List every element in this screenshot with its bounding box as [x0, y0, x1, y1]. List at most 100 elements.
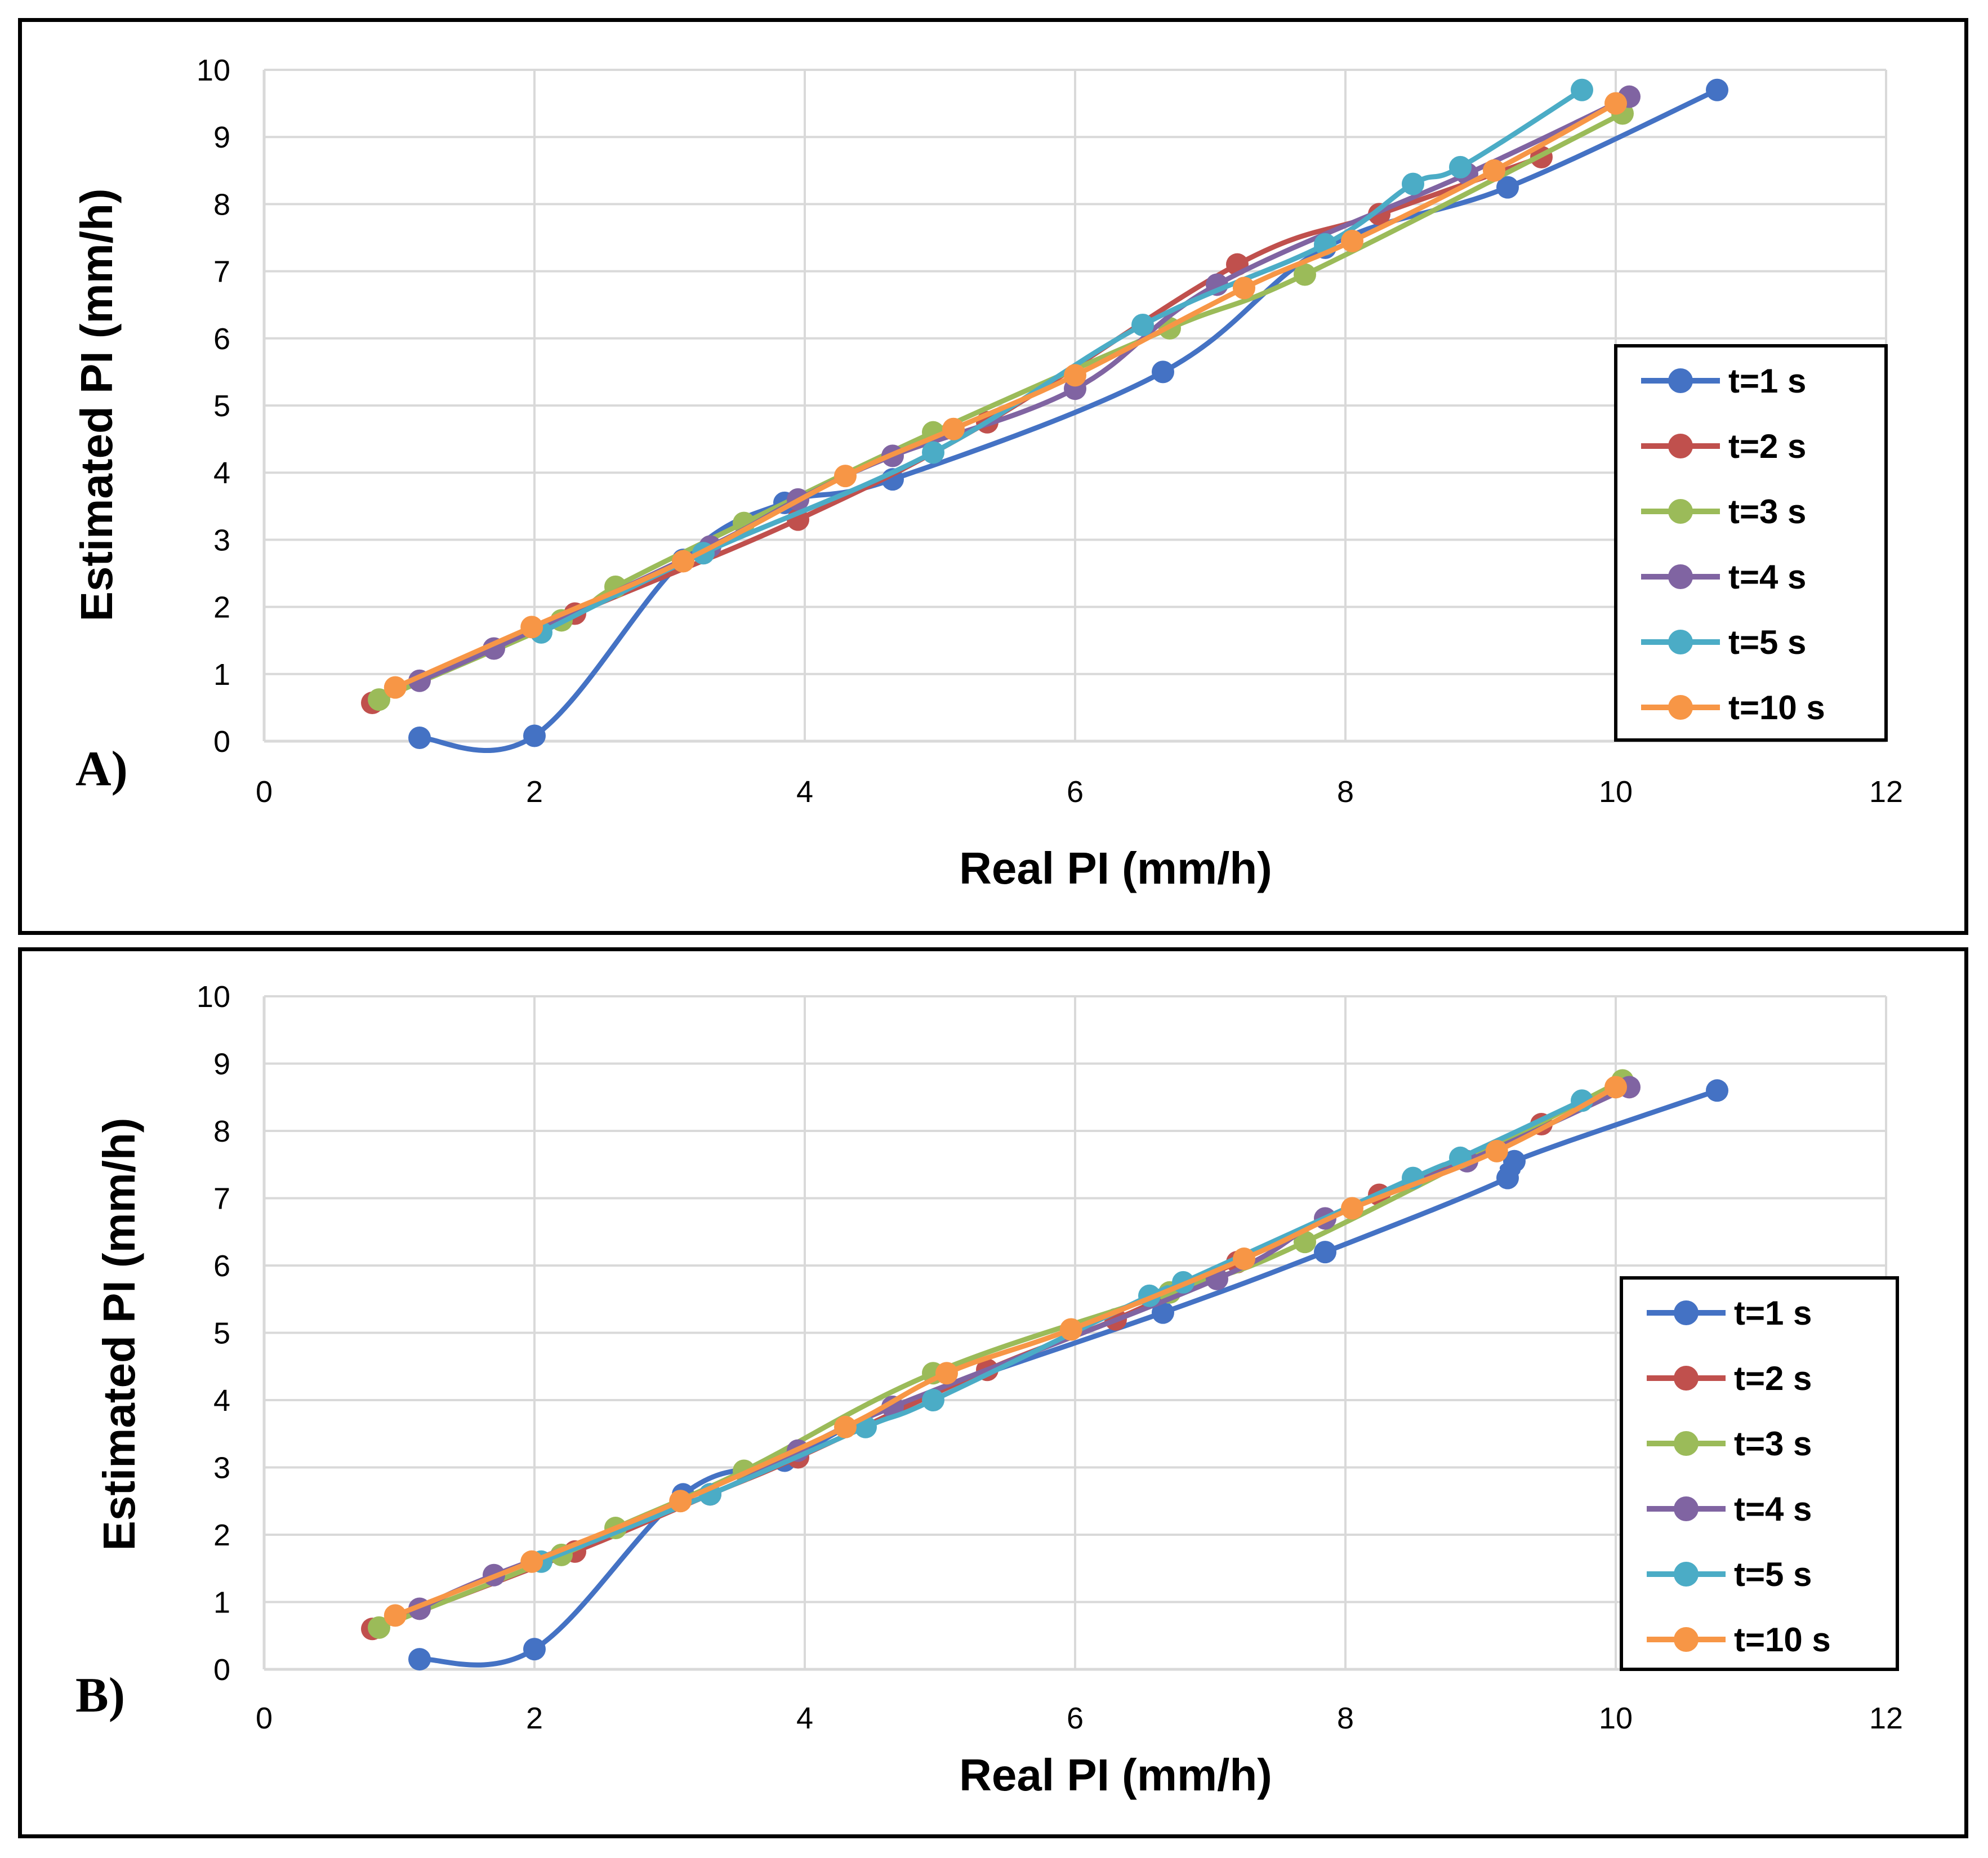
legend-label: t=1 s — [1728, 362, 1806, 400]
legend-swatch-marker — [1674, 1496, 1699, 1521]
legend-label: t=4 s — [1728, 558, 1806, 596]
chart-panel-a: 0 2 4 6 8 10 12 0 1 2 3 4 5 6 7 8 9 10 Real PI (mm/h) Est… — [18, 18, 1968, 935]
x-tick-label: 12 — [1869, 1701, 1903, 1735]
data-point-t10 — [1233, 1247, 1255, 1271]
panel-label: B) — [75, 1668, 125, 1723]
y-tick-label: 8 — [213, 188, 230, 221]
legend-box — [1620, 1276, 1899, 1671]
series-line-t1 — [419, 1088, 1718, 1668]
y-tick-label: 9 — [213, 1048, 230, 1081]
legend: t=1 s t=2 s t=3 s t=4 s t=5 s t=10 s — [1620, 1276, 1899, 1671]
data-point-t3 — [1294, 1231, 1316, 1254]
panel-label: A) — [75, 742, 128, 796]
x-tick-label: 10 — [1599, 1701, 1633, 1735]
x-tick-label: 4 — [796, 775, 813, 809]
y-axis-title: Estimated PI (mm/h) — [72, 188, 122, 621]
data-point-t10 — [834, 465, 857, 488]
y-tick-label: 0 — [213, 1653, 230, 1687]
data-point-t1 — [408, 727, 431, 750]
data-point-t1 — [1706, 1079, 1728, 1102]
data-point-t10 — [942, 417, 965, 440]
legend-swatch-marker — [1674, 1366, 1699, 1391]
y-tick-label: 4 — [213, 456, 230, 490]
legend-swatch-marker — [1668, 368, 1693, 393]
legend-label: t=10 s — [1734, 1621, 1831, 1659]
y-tick-label: 4 — [213, 1384, 230, 1418]
y-tick-label: 6 — [213, 322, 230, 356]
series-line-t10 — [394, 1085, 1617, 1618]
y-tick-label: 10 — [197, 980, 230, 1014]
data-point-t10 — [520, 1550, 543, 1573]
data-point-t10 — [1059, 1318, 1082, 1341]
y-axis-title: Estimated PI (mm/h) — [94, 1117, 144, 1550]
data-point-t5 — [1402, 172, 1424, 195]
x-tick-label: 8 — [1337, 1701, 1354, 1735]
data-point-t1 — [1314, 1241, 1336, 1264]
legend-swatch-marker — [1668, 630, 1693, 654]
legend-label: t=4 s — [1734, 1490, 1812, 1528]
data-point-t10 — [384, 1604, 407, 1627]
y-tick-label: 7 — [213, 1182, 230, 1216]
data-point-t1 — [1152, 360, 1174, 384]
data-point-t5 — [1131, 313, 1154, 336]
data-point-t10 — [1604, 1076, 1627, 1099]
x-tick-label: 0 — [256, 1701, 273, 1735]
y-tick-label: 6 — [213, 1249, 230, 1283]
x-tick-label: 4 — [796, 1701, 813, 1735]
y-tick-label: 9 — [213, 121, 230, 154]
legend-swatch-marker — [1668, 434, 1693, 458]
y-tick-label: 0 — [213, 725, 230, 759]
y-tick-label: 1 — [213, 1586, 230, 1620]
legend-swatch-marker — [1674, 1300, 1699, 1325]
data-point-t10 — [935, 1362, 958, 1385]
data-point-t5 — [1449, 155, 1472, 179]
data-point-t10 — [669, 1490, 692, 1513]
x-axis-title: Real PI (mm/h) — [959, 1750, 1272, 1800]
legend-swatch-marker — [1674, 1431, 1699, 1456]
data-point-t5 — [1571, 78, 1593, 101]
legend-label: t=2 s — [1728, 427, 1806, 465]
data-point-t1 — [408, 1648, 431, 1671]
y-tick-label: 7 — [213, 255, 230, 289]
x-tick-label: 10 — [1599, 775, 1633, 809]
data-point-t5 — [1571, 1089, 1593, 1112]
data-point-t10 — [834, 1415, 857, 1438]
data-point-t1 — [1706, 78, 1728, 101]
legend-label: t=3 s — [1728, 493, 1806, 531]
y-tick-label: 3 — [213, 1451, 230, 1485]
y-tick-label: 8 — [213, 1115, 230, 1148]
data-point-t10 — [1483, 159, 1505, 182]
y-tick-label: 1 — [213, 658, 230, 692]
data-point-t5 — [922, 441, 944, 464]
data-point-t10 — [1341, 229, 1363, 252]
y-tick-label: 2 — [213, 591, 230, 625]
legend-swatch-marker — [1668, 564, 1693, 589]
data-point-t10 — [672, 550, 694, 573]
data-point-t1 — [1496, 176, 1519, 199]
series-group — [361, 78, 1728, 753]
legend-swatch-marker — [1674, 1562, 1699, 1587]
data-point-t3 — [1294, 263, 1316, 286]
series-group — [361, 1069, 1728, 1671]
data-point-t5 — [922, 1389, 944, 1411]
legend-box — [1614, 344, 1888, 742]
data-point-t10 — [1064, 364, 1086, 387]
x-tick-label: 6 — [1067, 775, 1084, 809]
series-line-t1 — [419, 87, 1718, 753]
x-tick-label: 12 — [1869, 775, 1903, 809]
legend-label: t=1 s — [1734, 1294, 1812, 1332]
data-point-t1 — [523, 724, 546, 747]
legend-swatch-marker — [1674, 1627, 1699, 1652]
y-tick-label: 2 — [213, 1518, 230, 1552]
y-tick-label: 3 — [213, 523, 230, 557]
axes-group — [262, 996, 1886, 1671]
data-point-t10 — [520, 616, 543, 639]
x-tick-label: 2 — [526, 1701, 543, 1735]
x-axis-title: Real PI (mm/h) — [959, 843, 1272, 893]
series-line-t10 — [394, 101, 1617, 690]
data-point-t1 — [1503, 1149, 1526, 1173]
data-point-t10 — [1485, 1139, 1508, 1162]
